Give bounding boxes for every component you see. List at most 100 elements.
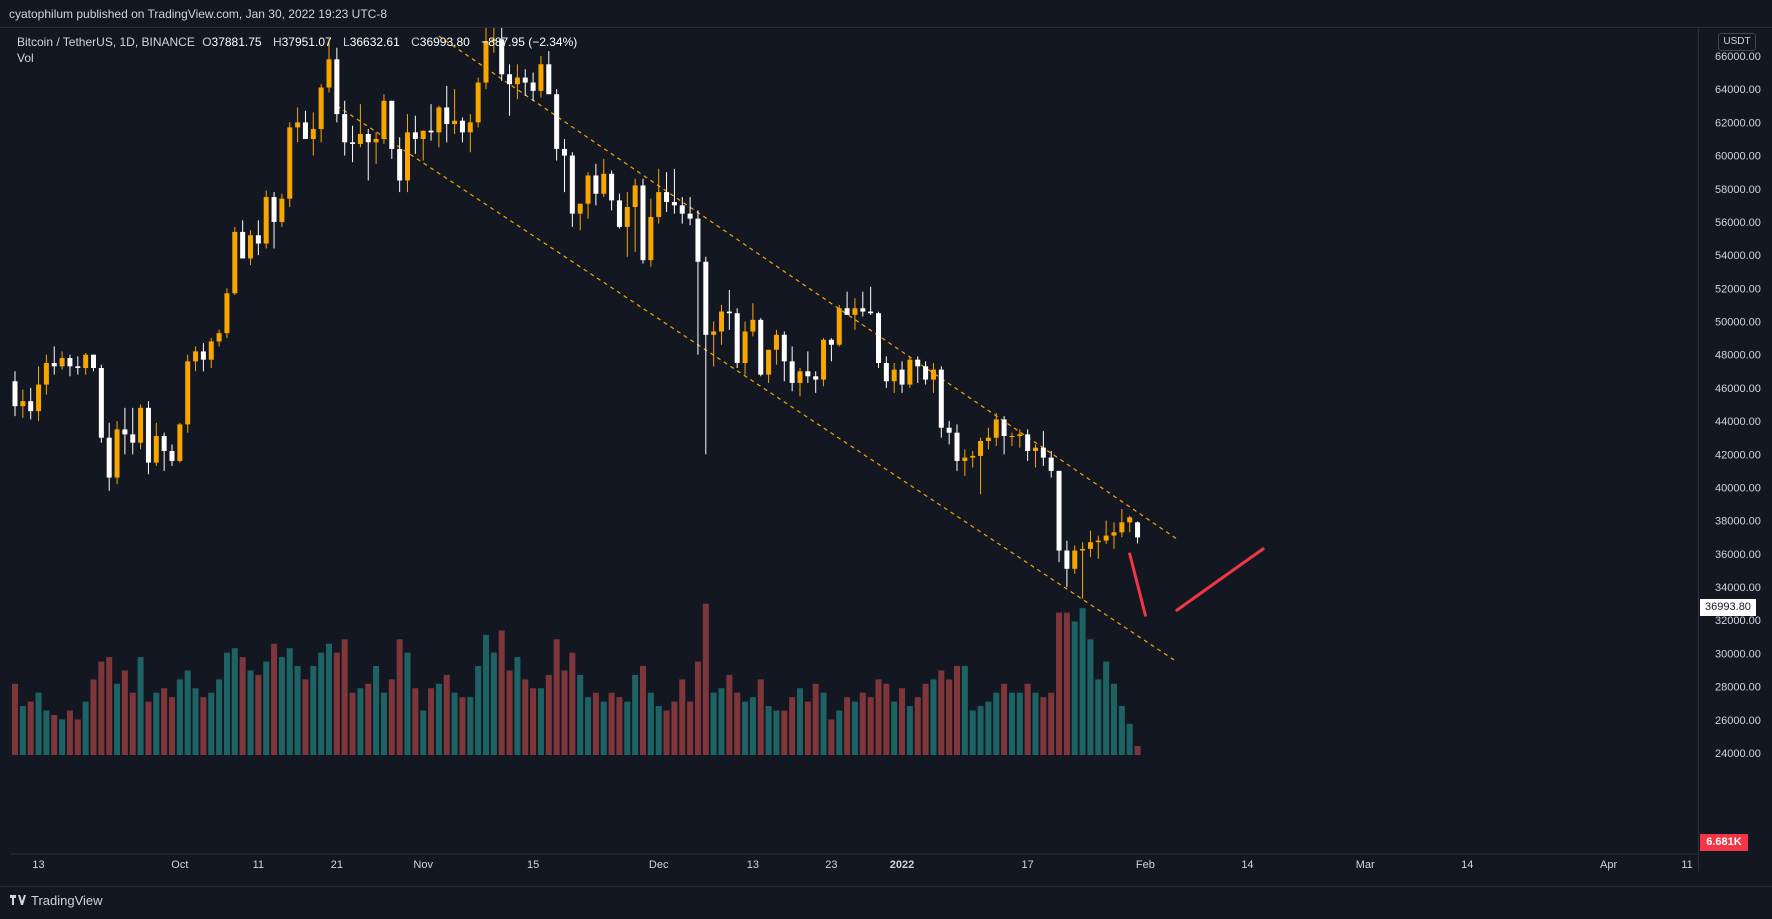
candle-body	[161, 436, 167, 451]
volume-bar	[906, 706, 913, 755]
volume-bar	[428, 688, 435, 755]
candle-body	[483, 41, 489, 83]
candle-body	[1064, 550, 1070, 569]
candle	[585, 172, 591, 219]
volume-bar	[585, 697, 592, 755]
last-price-tag: 36993.80	[1700, 599, 1756, 616]
volume-bar	[749, 697, 756, 755]
volume-bar	[757, 679, 764, 755]
time-tick-label: Mar	[1356, 859, 1375, 871]
candle	[122, 407, 128, 455]
candle-body	[475, 82, 481, 123]
candle	[248, 230, 253, 266]
candle	[632, 178, 638, 252]
candle	[67, 354, 73, 377]
volume-bar	[946, 679, 953, 755]
candle-body	[185, 361, 191, 425]
candle	[821, 338, 827, 387]
volume-bar	[498, 630, 505, 755]
candle-body	[954, 432, 960, 461]
price-tick-label: 46000.00	[1715, 383, 1761, 395]
volume-bar	[27, 701, 34, 755]
candle-body	[836, 308, 842, 345]
price-tick-label: 24000.00	[1715, 748, 1761, 760]
candle	[475, 77, 481, 128]
volume-bar	[200, 697, 207, 755]
candle	[711, 321, 717, 367]
price-tick-label: 58000.00	[1715, 184, 1761, 196]
chart-area[interactable]: 13 Oct 11 21 Nov 15 Dec 13 23 2022 17 Feb 14 Mar 14 Apr…	[10, 28, 1698, 871]
candle	[962, 449, 968, 476]
time-tick-label: 11	[1681, 859, 1692, 871]
symbol-legend: Bitcoin / TetherUS, 1D, BINANCE O37881.7…	[17, 35, 585, 49]
candle	[59, 351, 65, 370]
candle	[208, 338, 214, 368]
candle	[664, 172, 670, 212]
candle	[483, 28, 489, 90]
candle-body	[828, 339, 834, 345]
price-tick-label: 60000.00	[1715, 151, 1761, 163]
candle	[83, 353, 89, 375]
volume-bar	[671, 701, 678, 755]
volume-bar	[530, 688, 537, 755]
volume-bar	[145, 701, 152, 755]
candle-body	[805, 371, 811, 377]
candle-body	[993, 419, 999, 438]
volume-bar	[66, 710, 73, 755]
volume-bar	[522, 679, 529, 755]
volume-bar	[718, 688, 725, 755]
candle-body	[1095, 540, 1101, 543]
candle-body	[938, 369, 944, 428]
candle	[1040, 431, 1046, 466]
candle	[130, 407, 136, 455]
candle-body	[876, 313, 881, 364]
candle-body	[522, 77, 528, 83]
candle-body	[719, 311, 724, 332]
candle	[836, 304, 842, 347]
candle-body	[530, 82, 536, 91]
candle-body	[200, 351, 206, 360]
candle-body	[789, 361, 795, 383]
candle	[907, 356, 913, 388]
candle	[593, 163, 599, 206]
candle-body	[891, 369, 897, 382]
candle-body	[915, 359, 921, 367]
candle-body	[271, 197, 277, 222]
currency-badge[interactable]: USDT	[1718, 33, 1756, 51]
candle	[381, 94, 387, 144]
candle-body	[923, 366, 929, 380]
candle	[656, 168, 662, 224]
candle-body	[373, 138, 379, 143]
candle	[51, 346, 57, 375]
candle-body	[193, 351, 199, 362]
candle-body	[452, 120, 458, 125]
candle-body	[1080, 548, 1086, 551]
volume-bar	[271, 643, 278, 755]
volume-bar	[577, 674, 584, 755]
candle	[978, 437, 984, 495]
candle-body	[499, 39, 505, 75]
tradingview-brand[interactable]: TradingView	[10, 893, 103, 908]
volume-bar	[804, 701, 811, 755]
volume-bar	[875, 679, 882, 755]
volume-bar	[726, 674, 733, 755]
candle	[970, 450, 976, 468]
price-tick-label: 64000.00	[1715, 84, 1761, 96]
candle-body	[562, 148, 567, 156]
candle-body	[624, 207, 630, 227]
candle-body	[671, 202, 677, 206]
candle	[1001, 416, 1007, 455]
candle	[766, 349, 772, 383]
price-chart[interactable]: 13 Oct 11 21 Nov 15 Dec 13 23 2022 17 Feb 14 Mar 14 Apr…	[10, 28, 1698, 871]
annotation-drawing	[1128, 547, 1265, 617]
volume-bar	[483, 634, 489, 755]
time-tick-label: 14	[1241, 859, 1253, 871]
candle-body	[248, 235, 253, 259]
candle-body	[67, 358, 73, 367]
candle	[546, 51, 552, 95]
candle	[726, 289, 732, 330]
volume-bar	[1095, 679, 1102, 755]
price-scale[interactable]: 24000.00 26000.00 28000.00 30000.00 32000.00…	[1698, 28, 1772, 871]
candle-body	[648, 216, 654, 261]
volume-bars	[12, 603, 1141, 755]
